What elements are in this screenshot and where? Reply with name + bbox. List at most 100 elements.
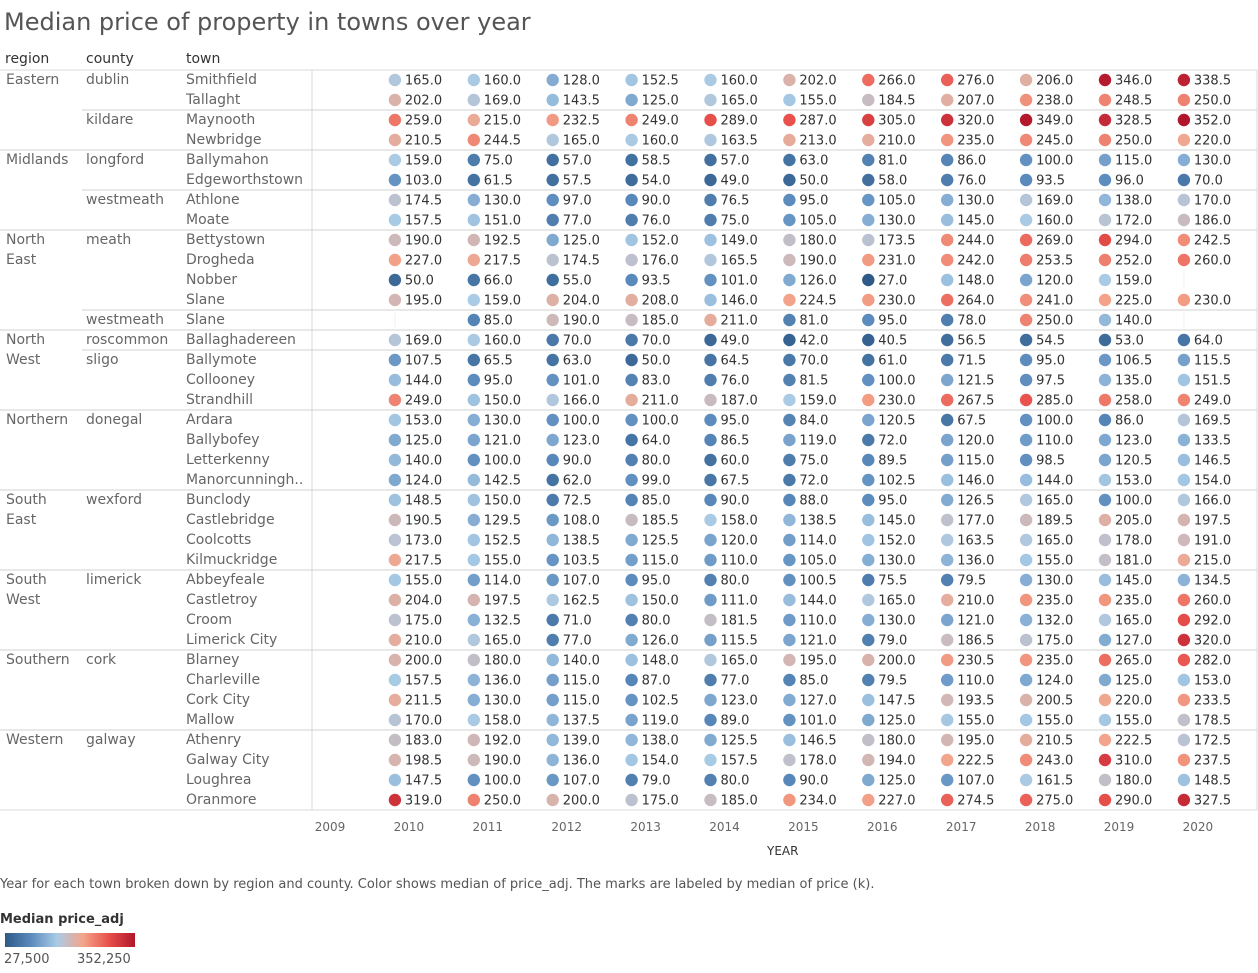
data-label: 180.0	[878, 734, 915, 749]
data-point	[1177, 633, 1191, 647]
data-point	[1177, 773, 1191, 787]
data-label: 75.0	[799, 454, 828, 469]
data-label: 327.5	[1194, 794, 1231, 809]
data-label: 53.0	[1115, 334, 1144, 349]
data-label: 130.0	[878, 554, 915, 569]
data-point	[625, 573, 638, 587]
data-label: 72.5	[563, 494, 592, 509]
data-point	[783, 593, 796, 607]
data-label: 165.0	[1115, 614, 1152, 629]
data-point	[941, 253, 954, 267]
x-tick-label: 2019	[1104, 820, 1135, 834]
data-point	[1019, 553, 1033, 567]
data-point	[1177, 113, 1191, 127]
data-point	[783, 433, 796, 447]
data-label: 181.5	[721, 614, 758, 629]
data-point	[862, 653, 875, 667]
town-label: Maynooth	[186, 112, 256, 128]
data-point	[467, 93, 480, 107]
data-label: 120.0	[1036, 274, 1073, 289]
town-label: Kilmuckridge	[186, 552, 278, 568]
data-label: 155.0	[799, 94, 836, 109]
data-label: 61.5	[484, 174, 513, 189]
data-point	[625, 173, 638, 187]
data-label: 153.0	[405, 414, 442, 429]
data-point	[388, 273, 402, 287]
data-point	[388, 713, 402, 727]
data-label: 129.5	[484, 514, 521, 529]
data-point	[941, 473, 954, 487]
data-label: 154.0	[642, 754, 679, 769]
data-label: 119.0	[642, 714, 679, 729]
town-label: Ardara	[186, 412, 233, 428]
data-point	[704, 513, 717, 527]
data-label: 107.0	[957, 774, 994, 789]
data-point	[704, 73, 717, 87]
data-point	[941, 793, 954, 807]
data-label: 186.5	[957, 634, 994, 649]
data-point	[1098, 373, 1112, 387]
data-point	[1019, 633, 1033, 647]
data-label: 27.0	[878, 274, 907, 289]
data-point	[1177, 93, 1191, 107]
town-label: Tallaght	[186, 92, 241, 108]
data-point	[862, 393, 875, 407]
data-point	[467, 513, 480, 527]
data-label: 260.0	[1194, 254, 1231, 269]
data-point	[1098, 493, 1112, 507]
data-label: 126.0	[799, 274, 836, 289]
data-point	[1177, 673, 1191, 687]
town-label: Manorcunningh..	[186, 472, 304, 488]
data-point	[1019, 573, 1033, 587]
data-point	[941, 73, 954, 87]
data-label: 191.0	[1194, 534, 1231, 549]
data-point	[1019, 353, 1033, 367]
data-label: 241.0	[1036, 294, 1073, 309]
data-point	[1177, 473, 1191, 487]
data-label: 215.0	[1194, 554, 1231, 569]
data-point	[862, 353, 875, 367]
data-point	[704, 653, 717, 667]
data-point	[467, 193, 480, 207]
data-point	[941, 313, 954, 327]
data-label: 155.0	[957, 714, 994, 729]
data-label: 130.0	[1036, 574, 1073, 589]
x-tick-label: 2020	[1183, 820, 1214, 834]
data-label: 90.0	[721, 494, 750, 509]
data-label: 76.0	[642, 214, 671, 229]
data-point	[467, 673, 480, 687]
data-point	[1177, 713, 1191, 727]
data-label: 211.5	[405, 694, 442, 709]
data-label: 96.0	[1115, 174, 1144, 189]
data-point	[704, 333, 717, 347]
data-point	[1019, 433, 1033, 447]
data-point	[862, 693, 875, 707]
data-label: 235.0	[1115, 594, 1152, 609]
data-label: 114.0	[799, 534, 836, 549]
data-point	[467, 653, 480, 667]
data-label: 115.5	[721, 634, 758, 649]
data-label: 120.0	[957, 434, 994, 449]
data-label: 165.5	[721, 254, 758, 269]
data-point	[546, 273, 559, 287]
data-label: 198.5	[405, 754, 442, 769]
data-label: 155.0	[1115, 714, 1152, 729]
data-point	[704, 473, 717, 487]
data-point	[1098, 793, 1112, 807]
data-label: 310.0	[1115, 754, 1152, 769]
data-label: 180.0	[1115, 774, 1152, 789]
data-label: 173.5	[878, 234, 915, 249]
data-point	[941, 333, 954, 347]
data-point	[941, 233, 954, 247]
town-label: Loughrea	[186, 772, 252, 788]
data-point	[625, 273, 638, 287]
data-point	[625, 193, 638, 207]
data-label: 200.0	[563, 794, 600, 809]
data-label: 115.0	[957, 454, 994, 469]
data-point	[862, 273, 875, 287]
data-label: 206.0	[1036, 74, 1073, 89]
data-label: 163.5	[721, 134, 758, 149]
data-label: 55.0	[563, 274, 592, 289]
data-point	[546, 493, 559, 507]
data-label: 95.0	[1036, 354, 1065, 369]
